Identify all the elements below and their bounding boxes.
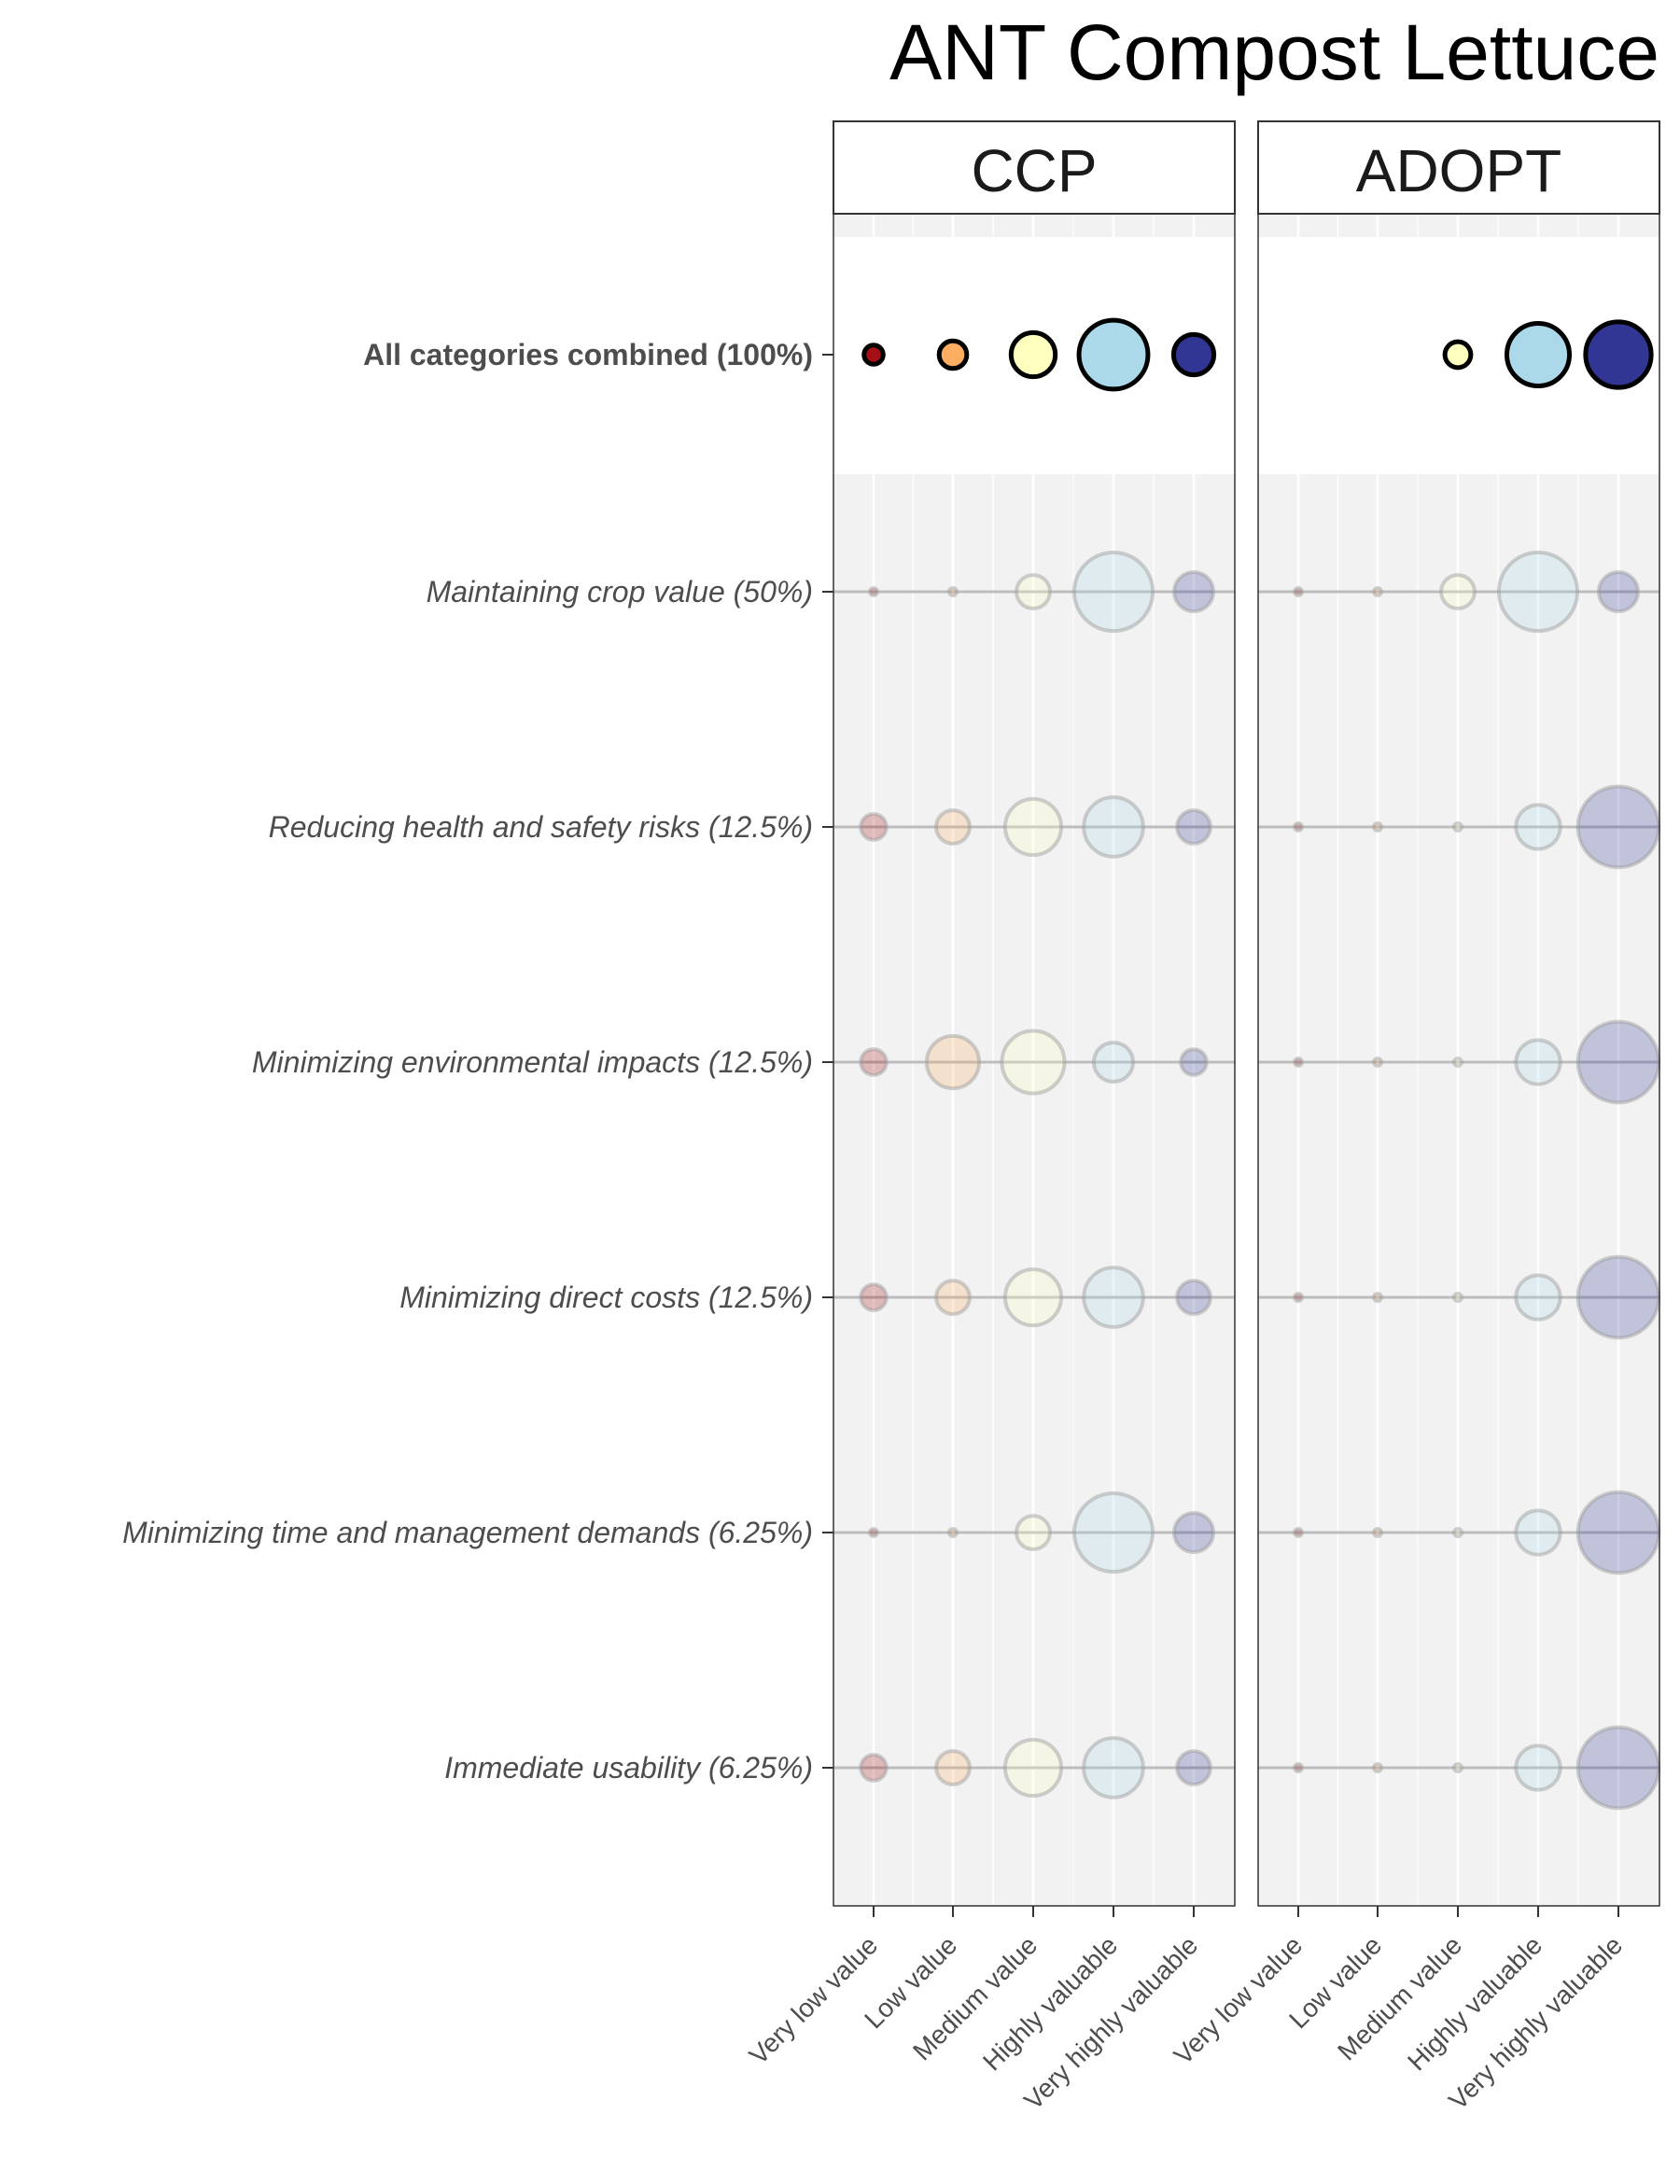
bubble-minimizing-environmental-impacts-12-5-very-highly-valuable bbox=[1179, 1047, 1209, 1077]
x-tick-label: Very low value bbox=[744, 1930, 884, 2070]
bubble-immediate-usability-6-25-highly-valuable bbox=[1514, 1743, 1562, 1792]
bubble-maintaining-crop-value-50-low-value bbox=[1372, 586, 1383, 597]
chart-title: ANT Compost Lettuce bbox=[889, 8, 1659, 96]
bubble-minimizing-time-and-management-demands-6-25-low-value bbox=[947, 1527, 959, 1538]
bubble-minimizing-environmental-impacts-12-5-very-low-value bbox=[859, 1047, 889, 1077]
bubble-minimizing-direct-costs-12-5-medium-value bbox=[1452, 1292, 1463, 1303]
bubble-minimizing-time-and-management-demands-6-25-highly-valuable bbox=[1071, 1491, 1155, 1575]
bubble-immediate-usability-6-25-very-highly-valuable bbox=[1175, 1749, 1212, 1786]
bubble-reducing-health-and-safety-risks-12-5-very-low-value bbox=[859, 812, 889, 842]
bubble-maintaining-crop-value-50-very-low-value bbox=[1293, 586, 1304, 597]
bubble-immediate-usability-6-25-medium-value bbox=[1452, 1762, 1463, 1773]
bubble-reducing-health-and-safety-risks-12-5-low-value bbox=[934, 808, 972, 846]
bubble-maintaining-crop-value-50-very-highly-valuable bbox=[1171, 569, 1216, 614]
bubble-maintaining-crop-value-50-very-highly-valuable bbox=[1596, 569, 1641, 614]
bubble-minimizing-time-and-management-demands-6-25-very-highly-valuable bbox=[1171, 1510, 1216, 1555]
bubble-reducing-health-and-safety-risks-12-5-very-highly-valuable bbox=[1175, 808, 1212, 846]
bubble-minimizing-time-and-management-demands-6-25-very-low-value bbox=[868, 1527, 879, 1538]
facet-strip bbox=[1257, 120, 1660, 215]
y-tick-label: Minimizing environmental impacts (12.5%) bbox=[252, 1045, 813, 1079]
bubble-minimizing-environmental-impacts-12-5-medium-value bbox=[1452, 1057, 1463, 1068]
bubble-minimizing-environmental-impacts-12-5-very-low-value bbox=[1293, 1057, 1304, 1068]
y-tick-label: Maintaining crop value (50%) bbox=[427, 575, 813, 609]
bubble-maintaining-crop-value-50-highly-valuable bbox=[1071, 550, 1155, 634]
y-tick-label: Reducing health and safety risks (12.5%) bbox=[269, 810, 813, 844]
bubble-reducing-health-and-safety-risks-12-5-very-low-value bbox=[1293, 821, 1304, 833]
bubble-maintaining-crop-value-50-low-value bbox=[947, 586, 959, 597]
y-tick-label: Minimizing direct costs (12.5%) bbox=[399, 1281, 813, 1314]
bubble-all-categories-combined-100-very-low-value bbox=[861, 343, 886, 367]
bubble-immediate-usability-6-25-highly-valuable bbox=[1082, 1736, 1145, 1799]
bubble-minimizing-direct-costs-12-5-very-low-value bbox=[1293, 1292, 1304, 1303]
x-tick-label: Highly valuable bbox=[1402, 1930, 1547, 2076]
y-tick-label: Minimizing time and management demands (… bbox=[122, 1516, 813, 1549]
bubble-minimizing-direct-costs-12-5-highly-valuable bbox=[1082, 1266, 1145, 1329]
bubble-all-categories-combined-100-medium-value bbox=[1442, 339, 1474, 371]
bubble-immediate-usability-6-25-very-low-value bbox=[1293, 1762, 1304, 1773]
facet-strip-label: CCP bbox=[971, 137, 1097, 204]
facet-strip-label: ADOPT bbox=[1356, 137, 1561, 204]
bubble-maintaining-crop-value-50-highly-valuable bbox=[1496, 550, 1580, 634]
bubble-minimizing-environmental-impacts-12-5-medium-value bbox=[1000, 1029, 1067, 1096]
bubble-immediate-usability-6-25-very-low-value bbox=[859, 1753, 889, 1783]
bubble-reducing-health-and-safety-risks-12-5-highly-valuable bbox=[1082, 795, 1145, 859]
bubble-all-categories-combined-100-medium-value bbox=[1008, 329, 1058, 380]
y-axis: All categories combined (100%) Maintainin… bbox=[122, 338, 833, 1785]
bubble-maintaining-crop-value-50-medium-value bbox=[1015, 573, 1052, 610]
bubble-minimizing-time-and-management-demands-6-25-medium-value bbox=[1015, 1514, 1052, 1551]
bubble-minimizing-environmental-impacts-12-5-low-value bbox=[1372, 1057, 1383, 1068]
bubble-maintaining-crop-value-50-medium-value bbox=[1439, 573, 1477, 610]
bubble-minimizing-direct-costs-12-5-low-value bbox=[1372, 1292, 1383, 1303]
bubble-minimizing-direct-costs-12-5-highly-valuable bbox=[1514, 1273, 1562, 1322]
bubble-immediate-usability-6-25-medium-value bbox=[1002, 1737, 1064, 1799]
bubble-immediate-usability-6-25-low-value bbox=[934, 1749, 972, 1786]
y-tick-label: Immediate usability (6.25%) bbox=[444, 1751, 813, 1785]
bubble-minimizing-direct-costs-12-5-medium-value bbox=[1002, 1267, 1064, 1328]
bubble-minimizing-environmental-impacts-12-5-very-highly-valuable bbox=[1575, 1019, 1661, 1105]
bubble-all-categories-combined-100-highly-valuable bbox=[1504, 320, 1573, 389]
bubble-reducing-health-and-safety-risks-12-5-highly-valuable bbox=[1514, 803, 1562, 851]
bubble-minimizing-time-and-management-demands-6-25-medium-value bbox=[1452, 1527, 1463, 1538]
bubble-minimizing-environmental-impacts-12-5-highly-valuable bbox=[1091, 1040, 1136, 1085]
bubble-reducing-health-and-safety-risks-12-5-very-highly-valuable bbox=[1575, 784, 1661, 870]
bubble-immediate-usability-6-25-very-highly-valuable bbox=[1575, 1725, 1661, 1811]
bubble-minimizing-time-and-management-demands-6-25-highly-valuable bbox=[1514, 1508, 1562, 1557]
bubble-reducing-health-and-safety-risks-12-5-medium-value bbox=[1002, 796, 1064, 858]
bubble-all-categories-combined-100-very-highly-valuable bbox=[1583, 319, 1654, 390]
bubble-minimizing-direct-costs-12-5-very-highly-valuable bbox=[1575, 1254, 1661, 1340]
bubble-minimizing-environmental-impacts-12-5-highly-valuable bbox=[1514, 1038, 1562, 1086]
bubble-all-categories-combined-100-very-highly-valuable bbox=[1170, 331, 1217, 378]
bubble-immediate-usability-6-25-low-value bbox=[1372, 1762, 1383, 1773]
bubble-reducing-health-and-safety-risks-12-5-low-value bbox=[1372, 821, 1383, 833]
facet-strip bbox=[833, 120, 1236, 215]
bubble-all-categories-combined-100-highly-valuable bbox=[1076, 317, 1151, 392]
bubble-all-categories-combined-100-low-value bbox=[936, 338, 970, 371]
bubble-minimizing-time-and-management-demands-6-25-very-highly-valuable bbox=[1575, 1490, 1661, 1575]
y-tick-label: All categories combined (100%) bbox=[363, 338, 813, 371]
bubble-minimizing-direct-costs-12-5-very-low-value bbox=[859, 1282, 889, 1312]
x-tick-label: Highly valuable bbox=[977, 1930, 1123, 2076]
bubble-minimizing-direct-costs-12-5-low-value bbox=[934, 1279, 972, 1316]
bubble-reducing-health-and-safety-risks-12-5-medium-value bbox=[1452, 821, 1463, 833]
bubble-minimizing-direct-costs-12-5-very-highly-valuable bbox=[1175, 1279, 1212, 1316]
bubble-minimizing-time-and-management-demands-6-25-very-low-value bbox=[1293, 1527, 1304, 1538]
bubble-maintaining-crop-value-50-very-low-value bbox=[868, 586, 879, 597]
bubble-minimizing-environmental-impacts-12-5-low-value bbox=[924, 1033, 982, 1091]
bubble-minimizing-time-and-management-demands-6-25-low-value bbox=[1372, 1527, 1383, 1538]
